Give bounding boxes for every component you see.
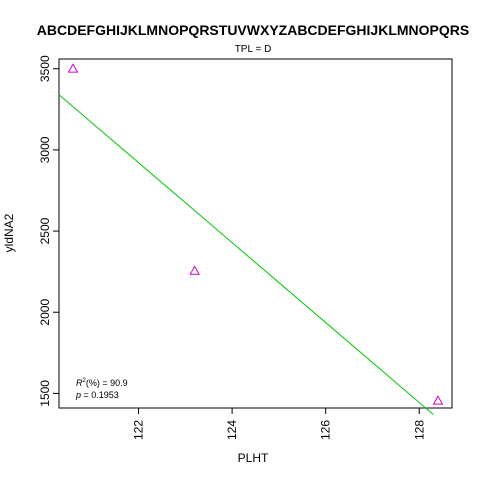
x-tick-label: 128: [412, 420, 426, 440]
y-axis-label: yldNA2: [2, 213, 16, 252]
p-value: = 0.1953: [81, 390, 119, 400]
regression-line: [58, 94, 434, 415]
y-tick-label: 1500: [38, 380, 52, 407]
y-tick-label: 2000: [38, 299, 52, 326]
regression-line-layer: [58, 94, 434, 415]
plot-area: [58, 58, 453, 409]
data-point: [189, 265, 201, 275]
r2-superscript: 2: [83, 378, 87, 384]
data-point: [432, 395, 444, 405]
y-tick-label: 2500: [38, 217, 52, 244]
y-axis: 1500 2000 2500 3000 3500: [38, 55, 60, 407]
r2-annotation: R2(%) = 90.9: [76, 378, 128, 388]
stats-annotation: R2(%) = 90.9 p = 0.1953: [75, 378, 128, 400]
y-tick-label: 3000: [38, 136, 52, 163]
p-annotation: p = 0.1953: [75, 390, 119, 400]
x-axis-label: PLHT: [238, 451, 269, 465]
r2-value: (%) = 90.9: [86, 378, 128, 388]
chart-title: ABCDEFGHIJKLMNOPQRSTUVWXYZABCDEFGHIJKLMN…: [37, 22, 469, 38]
chart-subtitle: TPL = D: [235, 44, 272, 55]
x-axis: 122 124 126 128: [132, 407, 426, 440]
r2-symbol: R: [76, 378, 83, 388]
data-point: [67, 63, 79, 73]
x-tick-label: 124: [225, 420, 239, 440]
p-symbol: p: [75, 390, 81, 400]
x-tick-label: 126: [319, 420, 333, 440]
x-tick-label: 122: [132, 420, 146, 440]
points-layer: [67, 63, 444, 405]
y-tick-label: 3500: [38, 55, 52, 82]
